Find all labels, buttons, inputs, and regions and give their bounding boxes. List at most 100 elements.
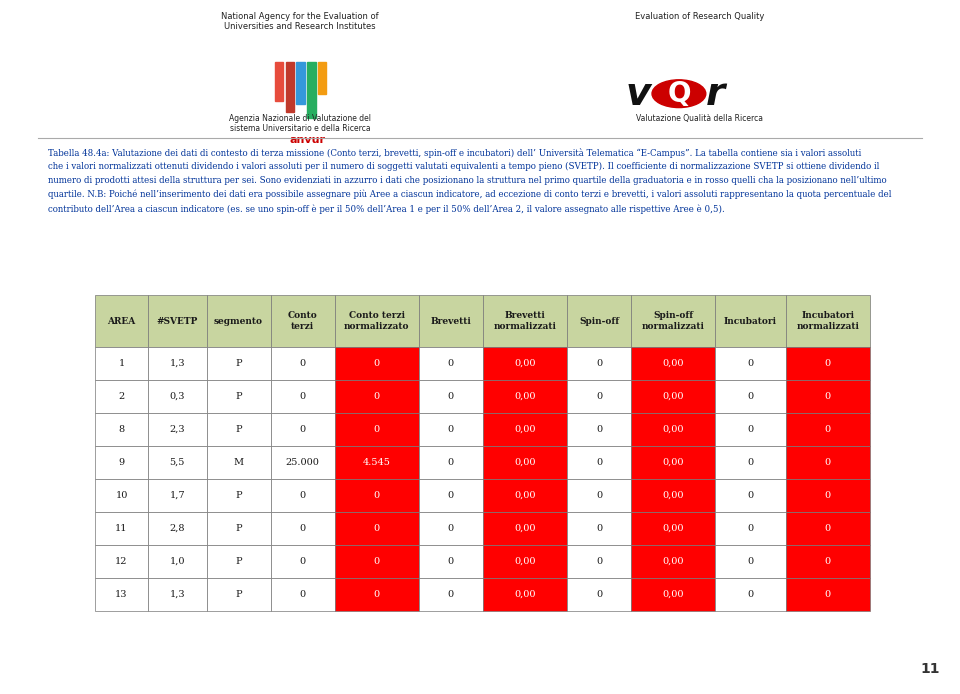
Text: 5,5: 5,5 bbox=[170, 458, 185, 467]
Text: Conto
terzi: Conto terzi bbox=[288, 312, 318, 331]
Text: 0: 0 bbox=[596, 590, 602, 599]
Text: 0: 0 bbox=[447, 392, 454, 401]
Bar bbox=[318, 62, 326, 94]
Text: 25.000: 25.000 bbox=[286, 458, 320, 467]
Text: sistema Universitario e della Ricerca: sistema Universitario e della Ricerca bbox=[229, 124, 371, 133]
Text: 0: 0 bbox=[300, 590, 305, 599]
Text: 0: 0 bbox=[825, 491, 831, 500]
Text: 0: 0 bbox=[825, 425, 831, 434]
Text: 0,00: 0,00 bbox=[515, 557, 536, 566]
Text: Conto terzi
normalizzato: Conto terzi normalizzato bbox=[344, 312, 410, 331]
Text: 0,3: 0,3 bbox=[170, 392, 185, 401]
Text: quartile. N.B: Poiché nell’inserimento dei dati era possibile assegnare più Aree: quartile. N.B: Poiché nell’inserimento d… bbox=[48, 190, 892, 199]
Text: Incubatori: Incubatori bbox=[724, 316, 777, 325]
Text: 0,00: 0,00 bbox=[662, 392, 684, 401]
Text: 0: 0 bbox=[825, 359, 831, 368]
Text: 0: 0 bbox=[596, 491, 602, 500]
Text: Tabella 48.4a: Valutazione dei dati di contesto di terza missione (Conto terzi, : Tabella 48.4a: Valutazione dei dati di c… bbox=[48, 148, 861, 158]
Text: 2: 2 bbox=[118, 392, 125, 401]
Bar bbox=[275, 62, 283, 101]
Text: P: P bbox=[235, 359, 242, 368]
Text: 0: 0 bbox=[748, 491, 754, 500]
Text: 0,00: 0,00 bbox=[515, 491, 536, 500]
Text: 0,00: 0,00 bbox=[662, 491, 684, 500]
Text: 0: 0 bbox=[748, 458, 754, 467]
Text: 0: 0 bbox=[373, 590, 380, 599]
Text: 0: 0 bbox=[596, 392, 602, 401]
Text: r: r bbox=[706, 75, 725, 112]
Text: P: P bbox=[235, 491, 242, 500]
Text: 0: 0 bbox=[596, 458, 602, 467]
Text: 0: 0 bbox=[373, 392, 380, 401]
Text: 4.545: 4.545 bbox=[363, 458, 391, 467]
Text: 0: 0 bbox=[825, 524, 831, 533]
Text: 12: 12 bbox=[115, 557, 128, 566]
Text: 0: 0 bbox=[373, 524, 380, 533]
Text: Valutazione Qualità della Ricerca: Valutazione Qualità della Ricerca bbox=[636, 114, 763, 123]
Text: National Agency for the Evaluation of: National Agency for the Evaluation of bbox=[221, 12, 379, 21]
Text: Spin-off
normalizzati: Spin-off normalizzati bbox=[642, 312, 705, 331]
Text: 0,00: 0,00 bbox=[662, 359, 684, 368]
Text: numero di prodotti attesi della struttura per sei. Sono evidenziati in azzurro i: numero di prodotti attesi della struttur… bbox=[48, 176, 887, 185]
Text: Brevetti
normalizzati: Brevetti normalizzati bbox=[493, 312, 557, 331]
Text: che i valori normalizzati ottenuti dividendo i valori assoluti per il numero di : che i valori normalizzati ottenuti divid… bbox=[48, 162, 879, 171]
Text: 0: 0 bbox=[373, 359, 380, 368]
Text: 0,00: 0,00 bbox=[515, 392, 536, 401]
Text: 1,3: 1,3 bbox=[170, 590, 185, 599]
Text: 0: 0 bbox=[596, 425, 602, 434]
Text: 0: 0 bbox=[748, 557, 754, 566]
Text: 0: 0 bbox=[825, 590, 831, 599]
Text: 0: 0 bbox=[373, 557, 380, 566]
Text: P: P bbox=[235, 590, 242, 599]
Text: 0: 0 bbox=[748, 392, 754, 401]
Text: 0: 0 bbox=[825, 557, 831, 566]
Text: M: M bbox=[233, 458, 244, 467]
Text: 0: 0 bbox=[748, 359, 754, 368]
Text: 13: 13 bbox=[115, 590, 128, 599]
Text: 0: 0 bbox=[447, 557, 454, 566]
Text: Evaluation of Research Quality: Evaluation of Research Quality bbox=[636, 12, 765, 21]
Bar bbox=[307, 62, 316, 118]
Text: v: v bbox=[626, 75, 651, 112]
Text: 0: 0 bbox=[300, 425, 305, 434]
Text: P: P bbox=[235, 392, 242, 401]
Text: 1: 1 bbox=[118, 359, 125, 368]
Text: Universities and Research Institutes: Universities and Research Institutes bbox=[225, 22, 375, 31]
Text: 0: 0 bbox=[373, 491, 380, 500]
Text: 0: 0 bbox=[825, 458, 831, 467]
Text: segmento: segmento bbox=[214, 316, 263, 325]
Bar bbox=[286, 62, 294, 112]
Text: Agenzia Nazionale di Valutazione del: Agenzia Nazionale di Valutazione del bbox=[229, 114, 371, 123]
Circle shape bbox=[652, 80, 706, 108]
Text: 0: 0 bbox=[825, 392, 831, 401]
Text: 1,7: 1,7 bbox=[170, 491, 185, 500]
Text: Brevetti: Brevetti bbox=[430, 316, 471, 325]
Text: 0: 0 bbox=[300, 524, 305, 533]
Text: 0,00: 0,00 bbox=[662, 425, 684, 434]
Text: 11: 11 bbox=[921, 662, 940, 676]
Text: 0: 0 bbox=[748, 590, 754, 599]
Text: 0: 0 bbox=[596, 524, 602, 533]
Text: P: P bbox=[235, 524, 242, 533]
Text: 0,00: 0,00 bbox=[662, 524, 684, 533]
Text: 0: 0 bbox=[447, 359, 454, 368]
Text: AREA: AREA bbox=[108, 316, 135, 325]
Text: 0: 0 bbox=[447, 458, 454, 467]
Text: 0: 0 bbox=[300, 359, 305, 368]
Text: 0: 0 bbox=[300, 491, 305, 500]
Text: contributo dell’Area a ciascun indicatore (es. se uno spin-off è per il 50% dell: contributo dell’Area a ciascun indicator… bbox=[48, 204, 725, 214]
Text: P: P bbox=[235, 557, 242, 566]
Text: 0,00: 0,00 bbox=[515, 359, 536, 368]
Text: 0: 0 bbox=[748, 524, 754, 533]
Text: 10: 10 bbox=[115, 491, 128, 500]
Text: 0: 0 bbox=[596, 359, 602, 368]
Text: Incubatori
normalizzati: Incubatori normalizzati bbox=[797, 312, 859, 331]
Text: anvur: anvur bbox=[289, 135, 325, 145]
Text: 0: 0 bbox=[447, 491, 454, 500]
Text: 1,0: 1,0 bbox=[170, 557, 185, 566]
Text: 0,00: 0,00 bbox=[515, 458, 536, 467]
Text: Q: Q bbox=[667, 80, 690, 108]
Text: 0: 0 bbox=[596, 557, 602, 566]
Text: 9: 9 bbox=[118, 458, 125, 467]
Text: 0,00: 0,00 bbox=[515, 524, 536, 533]
